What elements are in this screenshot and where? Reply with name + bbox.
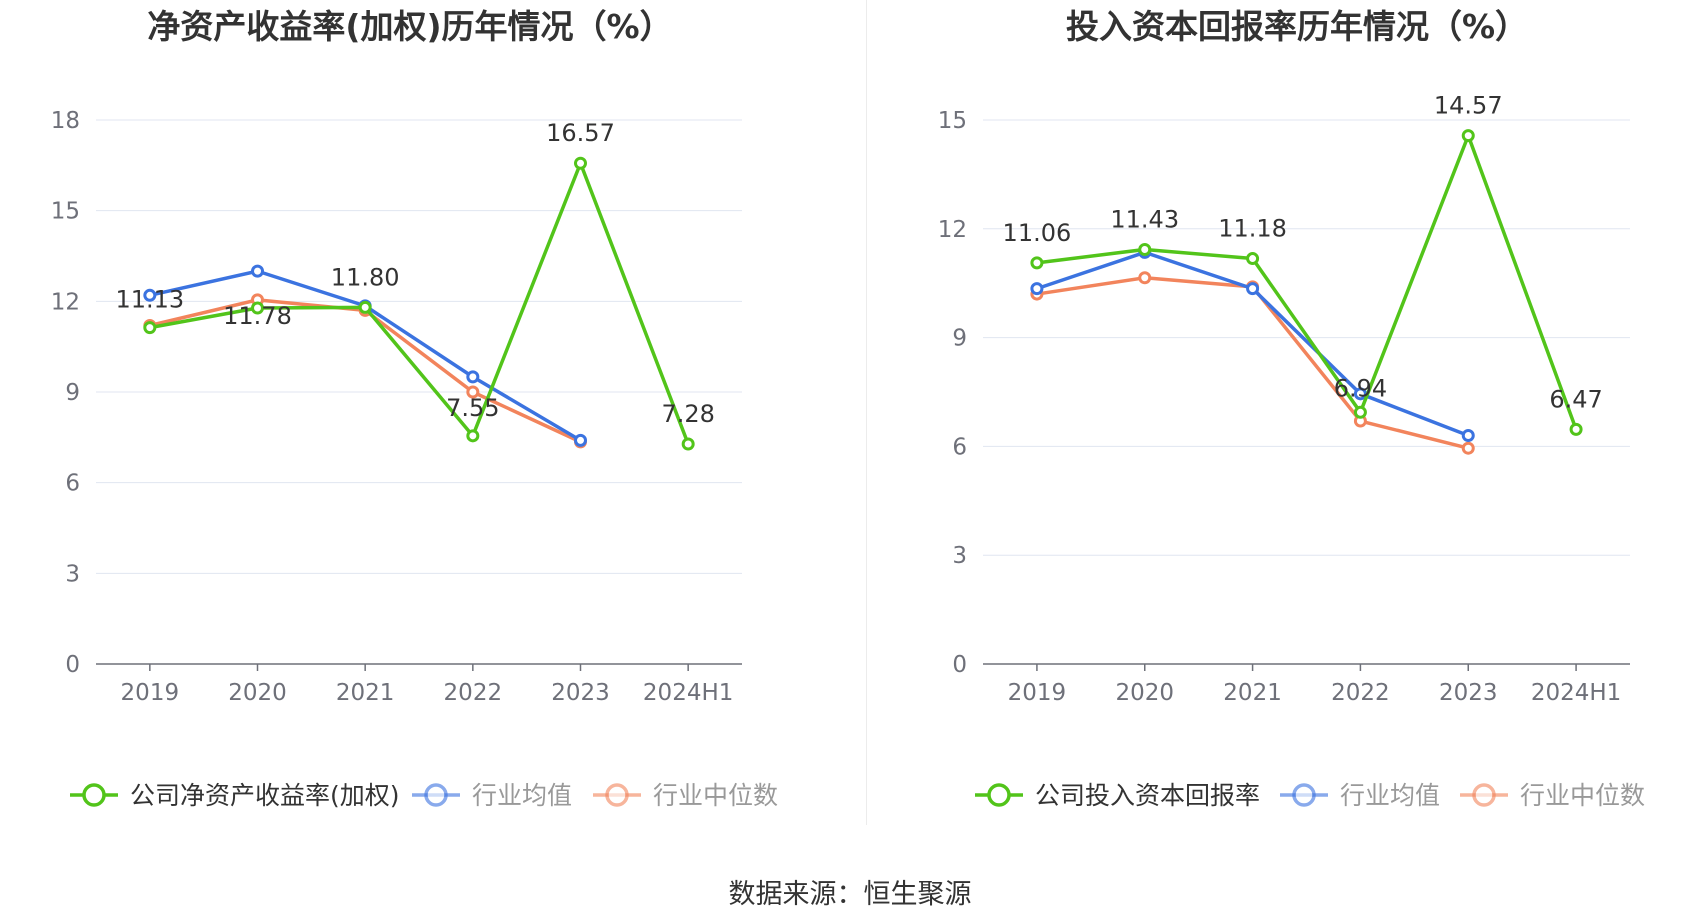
data-source-label: 数据来源：恒生聚源 (728, 879, 972, 910)
x-tick-label: 2021 (336, 680, 395, 706)
data-point (1461, 129, 1475, 143)
y-tick-label: 12 (938, 217, 967, 243)
legend-item-3: 行业中位数 (1460, 781, 1645, 810)
y-tick-label: 3 (952, 543, 967, 569)
series-line (1036, 133, 1578, 430)
data-point (143, 321, 157, 335)
x-tick-label: 2024H1 (1531, 680, 1621, 706)
data-label: 11.18 (1218, 215, 1287, 243)
data-point (1353, 387, 1367, 401)
chart-title: 投入资本回报率历年情况（%） (1066, 7, 1528, 46)
legend-item-2: 行业均值 (412, 781, 572, 810)
y-tick-label: 18 (51, 108, 80, 134)
data-label: 11.13 (115, 286, 184, 314)
y-tick-label: 6 (952, 434, 967, 460)
x-tick-label: 2019 (121, 680, 180, 706)
data-label: 11.43 (1110, 205, 1179, 233)
legend-label: 行业均值 (1340, 781, 1440, 810)
data-point (1138, 271, 1152, 285)
legend-marker-icon (1472, 783, 1496, 807)
chart-2: 投入资本回报率历年情况（%） 0 3 6 9 12 15 2019 2020 2021 2022 20… (938, 7, 1645, 810)
data-point (1569, 422, 1583, 436)
series-line (149, 269, 582, 442)
legend-item-3: 行业中位数 (593, 781, 778, 810)
data-label: 7.55 (446, 394, 499, 422)
series-line (149, 161, 690, 445)
legend-marker-icon (605, 783, 629, 807)
data-point (1353, 405, 1367, 419)
legend-item-1: 公司净资产收益率(加权) (70, 781, 400, 810)
x-tick-label: 2023 (1439, 680, 1498, 706)
legend-marker-icon (987, 783, 1011, 807)
data-label: 7.28 (661, 400, 714, 428)
x-tick-label: 2019 (1008, 680, 1067, 706)
x-tick-label: 2023 (551, 680, 610, 706)
data-point (251, 264, 264, 278)
legend-item-1: 公司投入资本回报率 (975, 781, 1260, 810)
data-label: 6.47 (1549, 385, 1602, 413)
y-tick-label: 15 (938, 108, 967, 134)
legend-marker-icon (82, 783, 106, 807)
data-label: 16.57 (546, 119, 615, 147)
y-tick-label: 0 (65, 652, 80, 678)
series-line (1036, 250, 1469, 438)
chart-1: 净资产收益率(加权)历年情况（%） 0 3 6 9 12 15 18 2019 2020 2021 2… (51, 7, 778, 810)
legend-marker-icon (424, 783, 448, 807)
y-tick-label: 9 (65, 380, 80, 406)
legend-marker-icon (1292, 783, 1316, 807)
legend-item-2: 行业均值 (1280, 781, 1440, 810)
x-tick-label: 2024H1 (643, 680, 733, 706)
y-tick-label: 12 (51, 289, 80, 315)
y-tick-label: 0 (952, 652, 967, 678)
data-point (1246, 252, 1260, 266)
legend-label: 行业均值 (472, 781, 572, 810)
x-tick-label: 2022 (444, 680, 503, 706)
data-point (358, 300, 372, 314)
chart-title: 净资产收益率(加权)历年情况（%） (147, 7, 672, 46)
x-tick-label: 2022 (1331, 680, 1390, 706)
series-2 (143, 264, 587, 447)
legend-label: 行业中位数 (1520, 781, 1645, 810)
legend-label: 公司净资产收益率(加权) (130, 781, 400, 810)
data-point (1461, 429, 1475, 443)
data-point (1246, 282, 1260, 296)
x-tick-label: 2021 (1223, 680, 1282, 706)
data-point (466, 385, 480, 399)
data-label: 11.78 (223, 302, 292, 330)
data-point (1461, 441, 1475, 455)
y-tick-label: 9 (952, 326, 967, 352)
data-point (681, 437, 695, 451)
series-1 (1030, 129, 1583, 436)
data-label: 11.06 (1003, 219, 1072, 247)
legend-label: 公司投入资本回报率 (1035, 781, 1260, 810)
series-line (149, 298, 582, 444)
x-tick-label: 2020 (228, 680, 287, 706)
data-point (466, 429, 480, 443)
data-point (574, 433, 587, 447)
data-label: 11.80 (331, 263, 400, 291)
data-label: 6.94 (1334, 374, 1387, 402)
data-point (466, 370, 480, 384)
data-point (251, 301, 264, 315)
series-3 (1030, 271, 1475, 455)
data-point (1030, 282, 1044, 296)
data-point (1138, 242, 1152, 256)
data-point (574, 156, 587, 170)
y-tick-label: 3 (65, 561, 80, 587)
legend-label: 行业中位数 (653, 781, 778, 810)
data-point (1030, 256, 1044, 270)
data-label: 14.57 (1434, 92, 1503, 120)
series-1 (143, 156, 695, 451)
data-point (143, 288, 157, 302)
series-2 (1030, 245, 1475, 443)
x-tick-label: 2020 (1115, 680, 1174, 706)
y-tick-label: 15 (51, 199, 80, 225)
chart-divider (866, 0, 867, 825)
y-tick-label: 6 (65, 471, 80, 497)
